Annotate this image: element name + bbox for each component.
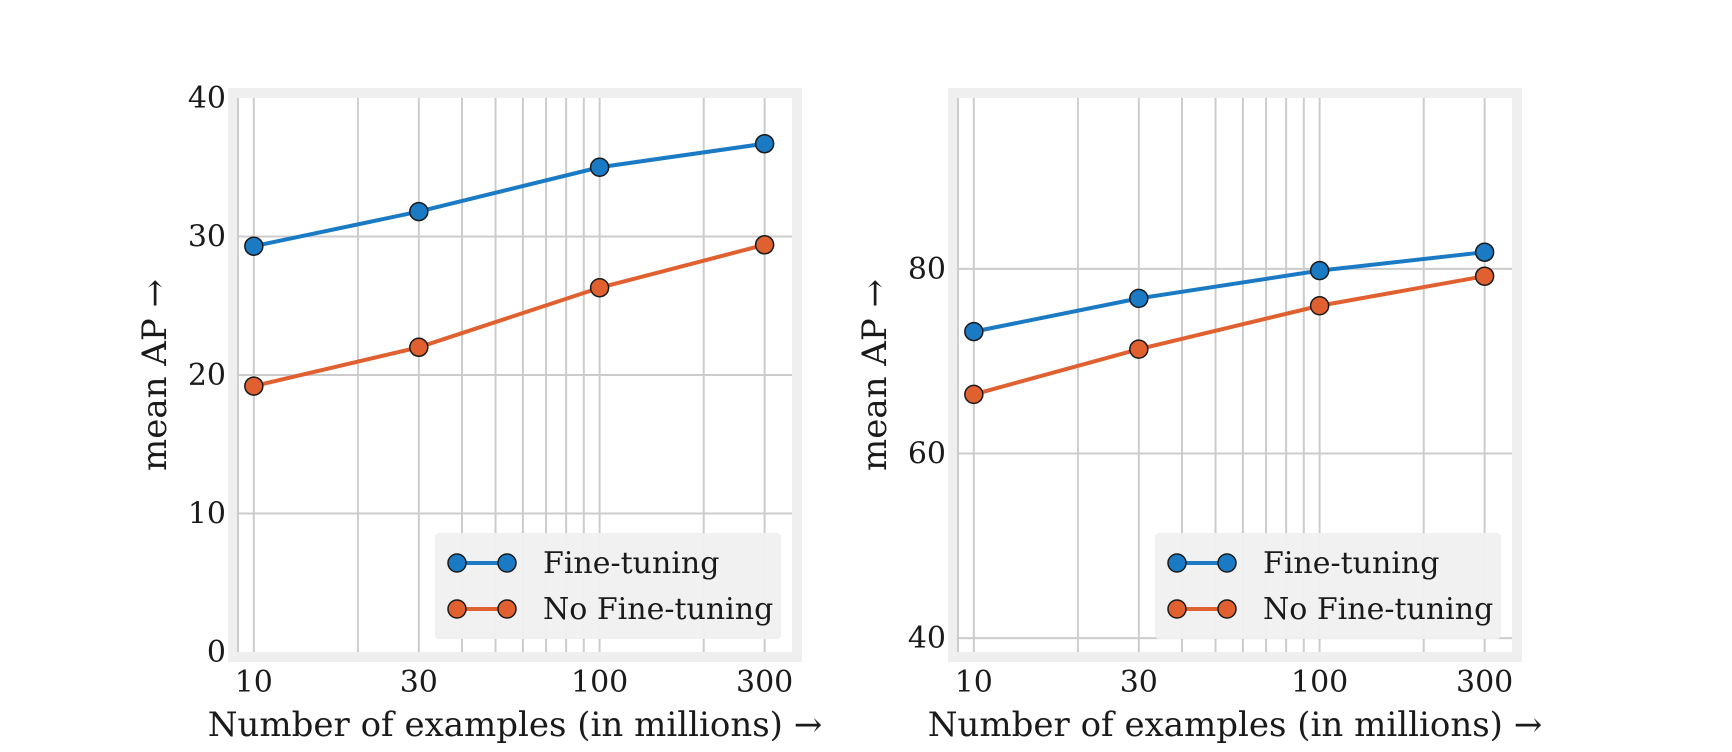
data-point xyxy=(244,376,264,396)
y-tick-label: 40 xyxy=(188,81,226,116)
x-tick-label: 10 xyxy=(955,665,993,700)
x-tick-label: 300 xyxy=(736,665,793,700)
x-tick-label: 300 xyxy=(1456,665,1513,700)
legend-marker xyxy=(1217,599,1237,619)
y-tick-label: 60 xyxy=(908,436,946,471)
data-point xyxy=(1129,339,1149,359)
y-tick-label: 40 xyxy=(908,621,946,656)
chart-left: 0 10 20 30 40 10 30 100 300 Number of examples (i… xyxy=(135,81,822,745)
legend-marker xyxy=(447,553,467,573)
legend-box xyxy=(435,533,781,639)
data-point xyxy=(1474,266,1495,286)
x-axis-label: Number of examples (in millions) → xyxy=(208,705,822,745)
y-axis-label: mean AP → xyxy=(135,279,175,471)
plot-frame xyxy=(948,88,1522,662)
legend-label: No Fine-tuning xyxy=(1263,592,1493,627)
legend-marker xyxy=(447,599,467,619)
chart-right: 40 60 80 10 30 100 300 Number of examples (in m… xyxy=(855,88,1542,745)
series-line xyxy=(973,274,1485,397)
data-point xyxy=(409,337,429,358)
data-point xyxy=(244,236,264,256)
y-tick-label: 0 xyxy=(207,635,226,670)
legend-label: No Fine-tuning xyxy=(543,592,773,627)
data-point xyxy=(754,133,775,154)
legend-label: Fine-tuning xyxy=(1263,546,1439,581)
x-tick-label: 100 xyxy=(1291,665,1348,700)
data-point xyxy=(589,277,610,298)
y-tick-label: 10 xyxy=(188,497,226,532)
data-point xyxy=(1309,260,1330,281)
x-axis-label: Number of examples (in millions) → xyxy=(928,705,1542,745)
y-tick-label: 20 xyxy=(188,358,226,393)
x-tick-label: 100 xyxy=(571,665,628,700)
data-point xyxy=(409,201,429,222)
x-tick-label: 10 xyxy=(235,665,273,700)
series-line xyxy=(253,141,765,249)
x-tick-label: 30 xyxy=(1120,665,1158,700)
x-tick-label: 30 xyxy=(400,665,438,700)
data-point xyxy=(1309,296,1330,316)
data-point xyxy=(1474,242,1495,262)
data-point xyxy=(589,157,610,177)
y-axis-label: mean AP → xyxy=(855,279,895,471)
legend-marker xyxy=(497,599,517,619)
data-point xyxy=(964,384,984,405)
legend-marker xyxy=(1217,553,1237,573)
y-tick-label: 80 xyxy=(908,252,946,287)
series-line xyxy=(973,250,1485,334)
legend-label: Fine-tuning xyxy=(543,546,719,581)
y-tick-label: 30 xyxy=(188,220,226,255)
legend-box xyxy=(1155,533,1501,639)
legend-marker xyxy=(1167,599,1187,619)
data-point xyxy=(1129,288,1149,309)
legend-marker xyxy=(1167,553,1187,573)
data-point xyxy=(964,321,984,342)
legend-marker xyxy=(497,553,517,573)
series-line xyxy=(253,242,766,389)
data-point xyxy=(754,235,775,255)
plot-frame xyxy=(228,88,802,662)
